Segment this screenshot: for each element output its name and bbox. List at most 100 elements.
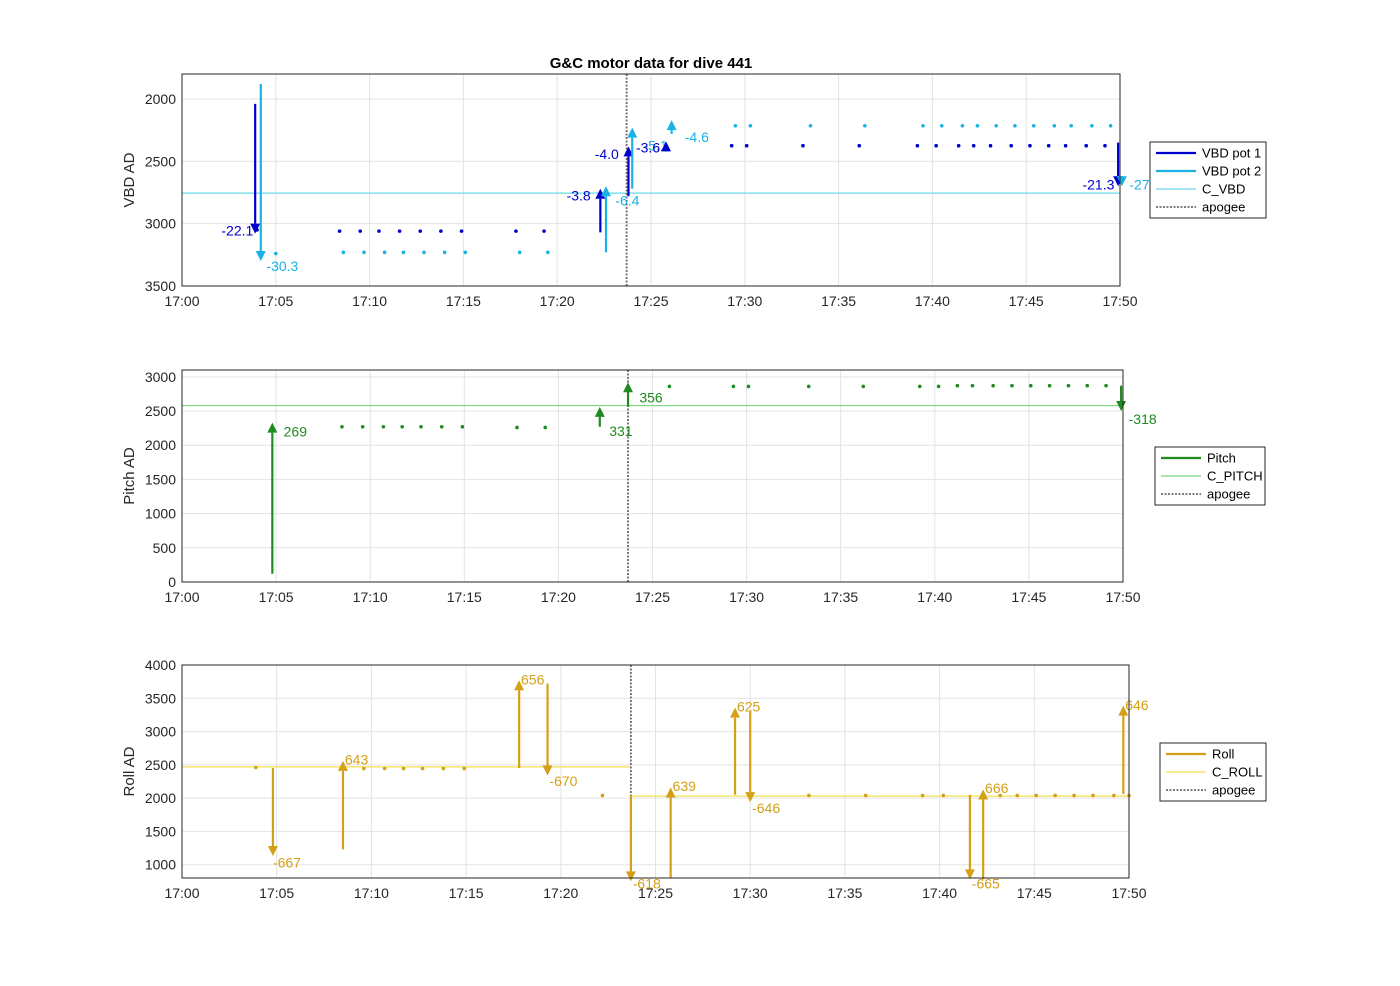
y-tick-label: 3000 <box>145 369 176 385</box>
move-arrowhead <box>337 760 348 771</box>
data-point <box>381 424 386 429</box>
move-label: 639 <box>673 778 697 794</box>
move-arrowhead <box>623 146 634 157</box>
legend-entry: C_ROLL <box>1212 765 1263 780</box>
legend-entry: VBD pot 2 <box>1202 164 1261 179</box>
data-point <box>1085 383 1090 388</box>
data-point <box>746 384 751 389</box>
x-tick-label: 17:30 <box>727 293 762 309</box>
data-point <box>955 383 960 388</box>
data-point <box>422 250 426 255</box>
legend-entry: C_PITCH <box>1207 469 1263 484</box>
legend-entry: apogee <box>1212 783 1255 798</box>
y-tick-label: 3500 <box>145 278 176 294</box>
x-tick-label: 17:15 <box>447 589 482 605</box>
y-tick-label: 3500 <box>145 690 176 706</box>
data-point <box>1069 123 1074 128</box>
move-arrowhead <box>1116 176 1127 187</box>
data-point <box>1028 383 1033 388</box>
data-point <box>1090 123 1094 128</box>
data-point <box>400 424 404 429</box>
move-label: -21.3 <box>1082 176 1114 192</box>
move-arrowhead <box>666 120 677 131</box>
data-point <box>1034 793 1038 798</box>
move-label: 643 <box>345 752 369 768</box>
x-tick-label: 17:45 <box>1009 293 1044 309</box>
y-axis-label: VBD AD <box>121 152 138 207</box>
data-point <box>917 384 922 389</box>
x-tick-label: 17:40 <box>915 293 950 309</box>
move-label: -5.1 <box>643 138 667 154</box>
data-point <box>863 793 868 798</box>
data-point <box>941 793 946 798</box>
x-tick-label: 17:35 <box>827 885 862 901</box>
data-point <box>1028 143 1032 148</box>
data-point <box>441 766 446 771</box>
y-tick-label: 2000 <box>145 91 176 107</box>
data-point <box>1072 793 1076 798</box>
legend-entry: Roll <box>1212 747 1235 762</box>
data-point <box>274 251 278 256</box>
x-tick-label: 17:35 <box>823 589 858 605</box>
y-tick-label: 3000 <box>145 216 176 232</box>
x-tick-label: 17:50 <box>1111 885 1146 901</box>
data-point <box>998 793 1003 798</box>
data-point <box>729 143 734 148</box>
data-point <box>360 424 365 429</box>
data-point <box>401 250 406 255</box>
data-point <box>1015 793 1020 798</box>
data-point <box>1084 143 1089 148</box>
move-arrowhead <box>627 127 638 138</box>
y-tick-label: 1000 <box>145 857 176 873</box>
data-point <box>988 143 993 148</box>
y-tick-label: 1500 <box>145 471 176 487</box>
data-point <box>337 229 342 233</box>
move-arrowhead <box>267 846 278 857</box>
move-label: -665 <box>972 875 1000 891</box>
data-point <box>543 425 548 430</box>
move-label: 331 <box>609 423 633 439</box>
x-tick-label: 17:00 <box>164 589 199 605</box>
move-label: -667 <box>273 855 301 871</box>
move-arrowhead <box>1116 401 1127 412</box>
data-point <box>731 384 736 389</box>
move-label: 666 <box>985 780 1009 796</box>
data-point <box>1013 123 1017 128</box>
x-tick-label: 17:20 <box>543 885 578 901</box>
data-point <box>514 229 518 233</box>
data-point <box>600 793 605 798</box>
move-label: -646 <box>752 800 780 816</box>
data-point <box>1009 143 1013 148</box>
move-label: -3.6 <box>636 140 660 156</box>
y-tick-label: 2500 <box>145 403 176 419</box>
data-point <box>857 143 862 148</box>
x-tick-label: 17:25 <box>638 885 673 901</box>
y-tick-label: 2000 <box>145 437 176 453</box>
move-arrowhead <box>542 765 553 776</box>
x-tick-label: 17:45 <box>1017 885 1052 901</box>
data-point <box>362 250 366 255</box>
data-point <box>934 143 938 148</box>
chart-title: G&C motor data for dive 441 <box>550 55 753 72</box>
legend-entry: C_VBD <box>1202 182 1245 197</box>
data-point <box>808 123 813 128</box>
move-label: 656 <box>521 672 545 688</box>
data-point <box>459 229 464 233</box>
panel-2: 17:00 17:05 17:10 17:15 17:20 17:25 17:30 17:35… <box>121 369 1266 605</box>
move-label: -22.1 <box>221 223 253 239</box>
axes-box <box>181 664 1130 879</box>
data-point <box>744 143 749 148</box>
data-point <box>1063 143 1068 148</box>
move-arrowhead <box>267 422 278 433</box>
x-tick-label: 17:40 <box>917 589 952 605</box>
data-point <box>442 250 447 255</box>
move-arrowhead <box>665 787 676 798</box>
y-tick-label: 2000 <box>145 790 176 806</box>
x-tick-label: 17:35 <box>821 293 856 309</box>
panel-1: 17:00 17:05 17:10 17:15 17:20 17:25 17:30 17:35… <box>121 73 1267 309</box>
y-tick-label: 3000 <box>145 724 176 740</box>
data-point <box>994 123 998 128</box>
move-arrowhead <box>625 871 636 882</box>
data-point <box>807 793 811 798</box>
